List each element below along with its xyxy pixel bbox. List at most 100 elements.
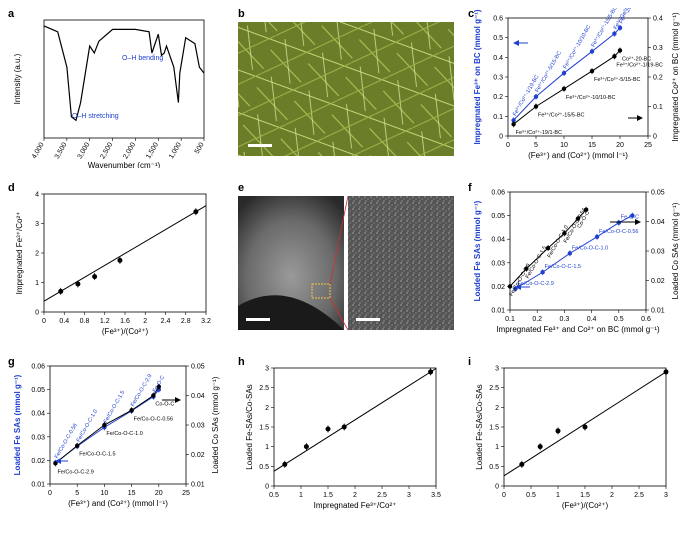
svg-text:Fe/Co-O-C-2.9: Fe/Co-O-C-2.9 bbox=[57, 469, 93, 475]
svg-text:0.5: 0.5 bbox=[259, 464, 269, 471]
panel-b-image bbox=[238, 22, 454, 170]
svg-text:0.01: 0.01 bbox=[491, 308, 505, 315]
svg-text:Fe-O-C: Fe-O-C bbox=[621, 215, 639, 221]
svg-text:1: 1 bbox=[265, 444, 269, 451]
svg-text:Fe/Co-O-C-1.5: Fe/Co-O-C-1.5 bbox=[79, 452, 115, 458]
svg-text:0.4: 0.4 bbox=[653, 16, 663, 23]
svg-text:15: 15 bbox=[128, 490, 136, 497]
svg-text:1.5: 1.5 bbox=[489, 425, 499, 432]
scalebar-b bbox=[248, 144, 272, 147]
panel-h-label: h bbox=[238, 356, 245, 368]
svg-text:0.05: 0.05 bbox=[651, 190, 665, 197]
panel-e-image bbox=[238, 196, 454, 344]
svg-text:10: 10 bbox=[101, 490, 109, 497]
svg-text:0.06: 0.06 bbox=[31, 364, 45, 371]
svg-text:0.8: 0.8 bbox=[80, 318, 90, 325]
svg-text:1: 1 bbox=[35, 280, 39, 287]
svg-text:0.4: 0.4 bbox=[493, 55, 503, 62]
svg-text:2.4: 2.4 bbox=[161, 318, 171, 325]
panel-g-ylabel-right: Loaded Co SAs (mmol g⁻¹) bbox=[211, 376, 220, 473]
svg-text:25: 25 bbox=[644, 142, 652, 149]
svg-text:0.2: 0.2 bbox=[653, 75, 663, 82]
svg-text:0.01: 0.01 bbox=[651, 308, 665, 315]
svg-text:3: 3 bbox=[495, 366, 499, 373]
scientific-figure: a O–H stretching O–H bending 4,0003,5003… bbox=[0, 0, 692, 533]
panel-d-label: d bbox=[8, 182, 15, 194]
panel-g-xlabel: (Fe³⁺) and (Co²⁺) (mmol l⁻¹) bbox=[68, 499, 168, 508]
svg-text:3: 3 bbox=[664, 492, 668, 499]
scalebar-e-left bbox=[246, 318, 270, 321]
svg-text:1.6: 1.6 bbox=[120, 318, 130, 325]
svg-text:0.02: 0.02 bbox=[651, 278, 665, 285]
panel-a-xlabel: Wavenumber (cm⁻¹) bbox=[88, 161, 161, 168]
svg-text:1,000: 1,000 bbox=[168, 141, 183, 160]
svg-text:3: 3 bbox=[265, 366, 269, 373]
svg-text:4: 4 bbox=[35, 192, 39, 199]
panel-i-label: i bbox=[468, 356, 471, 368]
svg-text:0.4: 0.4 bbox=[59, 318, 69, 325]
panel-a: a O–H stretching O–H bending 4,0003,5003… bbox=[8, 8, 224, 168]
svg-text:Fe³⁺-20-BC: Fe³⁺-20-BC bbox=[618, 8, 638, 25]
svg-text:0.03: 0.03 bbox=[31, 434, 45, 441]
panel-h-chart: 0.511.522.533.5 00.511.522.53 Impregnate… bbox=[238, 356, 454, 516]
panel-f-label: f bbox=[468, 182, 472, 194]
svg-text:0.4: 0.4 bbox=[587, 316, 597, 323]
panel-i: i 00.511.522.53 00.511.522.53 (Fe³⁺)/(Co… bbox=[468, 356, 684, 516]
svg-text:2.5: 2.5 bbox=[259, 385, 269, 392]
svg-text:20: 20 bbox=[155, 490, 163, 497]
svg-text:0.04: 0.04 bbox=[491, 237, 505, 244]
svg-text:Fe³⁺/Co²⁺-5/15-BC: Fe³⁺/Co²⁺-5/15-BC bbox=[594, 76, 640, 83]
svg-text:0: 0 bbox=[35, 310, 39, 317]
panel-g-ylabel-left: Loaded Fe SAs (mmol g⁻¹) bbox=[13, 374, 22, 475]
svg-text:1: 1 bbox=[556, 492, 560, 499]
svg-text:0.03: 0.03 bbox=[491, 260, 505, 267]
svg-text:Fe³⁺/Co²⁺-10/10-BC: Fe³⁺/Co²⁺-10/10-BC bbox=[566, 94, 616, 101]
panel-f-ylabel-right: Loaded Co SAs (mmol g⁻¹) bbox=[671, 202, 680, 299]
panel-g: g 0510152025 0.010.020.030.040.050.06 0.… bbox=[8, 356, 224, 516]
panel-h-xlabel: Impregnated Fe³⁺/Co²⁺ bbox=[314, 501, 397, 510]
svg-text:Fe/Co-O-C-0.56: Fe/Co-O-C-0.56 bbox=[134, 416, 173, 422]
svg-text:0.5: 0.5 bbox=[614, 316, 624, 323]
svg-text:0.6: 0.6 bbox=[493, 16, 503, 23]
svg-text:0.02: 0.02 bbox=[191, 452, 205, 459]
svg-text:0.5: 0.5 bbox=[493, 35, 503, 42]
svg-text:0: 0 bbox=[653, 134, 657, 141]
svg-text:2,000: 2,000 bbox=[122, 141, 137, 160]
panel-h: h 0.511.522.533.5 00.511.522.53 Impregna… bbox=[238, 356, 454, 516]
svg-text:0: 0 bbox=[506, 142, 510, 149]
svg-text:2: 2 bbox=[353, 492, 357, 499]
svg-text:Fe³⁺/Co²⁺-5/15-BC: Fe³⁺/Co²⁺-5/15-BC bbox=[534, 50, 563, 94]
panel-i-ylabel: Loaded Fe-SAs/Co-SAs bbox=[475, 384, 484, 469]
svg-text:0.02: 0.02 bbox=[31, 458, 45, 465]
svg-text:2: 2 bbox=[143, 318, 147, 325]
svg-text:0.05: 0.05 bbox=[191, 364, 205, 371]
panel-d: d 00.40.81.21.622.42.83.2 01234 (Fe³⁺)/(… bbox=[8, 182, 224, 342]
panel-c-ylabel-right: Impregnated Co²⁺ on BC (mmol g⁻¹) bbox=[671, 12, 680, 142]
svg-text:2.8: 2.8 bbox=[181, 318, 191, 325]
svg-text:2,500: 2,500 bbox=[99, 141, 114, 160]
svg-text:Fe/Co-O-C-1.5: Fe/Co-O-C-1.5 bbox=[545, 264, 581, 270]
svg-text:1,500: 1,500 bbox=[145, 141, 160, 160]
panel-c-ylabel-left: Impregnated Fe³⁺ on BC (mmol g⁻¹) bbox=[473, 9, 482, 144]
svg-text:0.04: 0.04 bbox=[31, 411, 45, 418]
svg-text:0.1: 0.1 bbox=[493, 114, 503, 121]
panel-h-ylabel: Loaded Fe-SAs/Co-SAs bbox=[245, 384, 254, 469]
svg-text:0.2: 0.2 bbox=[532, 316, 542, 323]
panel-g-label: g bbox=[8, 356, 15, 368]
panel-d-xlabel: (Fe³⁺)/(Co²⁺) bbox=[102, 327, 149, 336]
svg-text:0.3: 0.3 bbox=[560, 316, 570, 323]
svg-text:0: 0 bbox=[48, 490, 52, 497]
svg-text:0.01: 0.01 bbox=[191, 482, 205, 489]
svg-text:0.3: 0.3 bbox=[653, 45, 663, 52]
svg-text:20: 20 bbox=[616, 142, 624, 149]
svg-text:2.5: 2.5 bbox=[377, 492, 387, 499]
svg-text:0.1: 0.1 bbox=[653, 104, 663, 111]
svg-text:1.5: 1.5 bbox=[580, 492, 590, 499]
panel-e: e bbox=[238, 182, 454, 342]
panel-f-chart: 0.10.20.30.40.50.6 0.010.020.030.040.050… bbox=[468, 182, 684, 342]
svg-text:0.02: 0.02 bbox=[491, 284, 505, 291]
panel-i-chart: 00.511.522.53 00.511.522.53 (Fe³⁺)/(Co²⁺… bbox=[468, 356, 684, 516]
svg-text:0.04: 0.04 bbox=[191, 393, 205, 400]
svg-text:1: 1 bbox=[299, 492, 303, 499]
svg-text:500: 500 bbox=[194, 141, 206, 155]
